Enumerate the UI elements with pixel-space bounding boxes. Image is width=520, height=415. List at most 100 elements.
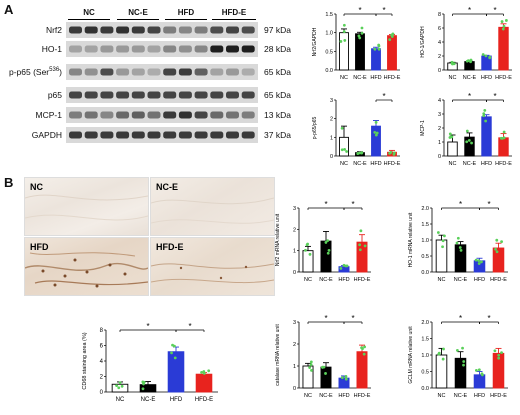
data-point [340, 126, 344, 130]
blot-band [226, 68, 239, 76]
y-tick-label: 1.5 [325, 12, 333, 18]
blot-band [69, 111, 82, 119]
blot-band [69, 45, 82, 53]
blot-band [226, 91, 239, 99]
x-tick-label: NC-E [454, 393, 468, 399]
significance-star: * [468, 92, 471, 101]
x-tick-label: NC [340, 75, 348, 81]
data-point [437, 351, 441, 355]
y-tick-label: 1 [330, 135, 333, 141]
blot-band [241, 26, 255, 34]
blot-band [147, 131, 161, 139]
blot-band [131, 45, 145, 53]
data-point [455, 241, 459, 245]
y-axis-label: CD68 staining area (%) [82, 332, 88, 389]
blot-band [194, 131, 208, 139]
micrograph-hfd: HFD [24, 237, 149, 296]
data-point [470, 141, 473, 145]
blot-strip-background [66, 107, 258, 123]
data-point [309, 360, 313, 364]
bar [435, 354, 448, 389]
data-point [388, 38, 392, 42]
blot-band [226, 26, 239, 34]
data-point [306, 242, 310, 246]
blot-band [131, 26, 145, 34]
y-tick-label: 0.5 [325, 49, 333, 55]
data-point [345, 150, 349, 153]
data-point [480, 260, 483, 264]
y-tick-label: 0.5 [421, 370, 429, 376]
significance-star: * [382, 6, 385, 15]
significance-star: * [468, 6, 471, 15]
blot-band [147, 91, 161, 99]
bar [464, 61, 475, 71]
y-tick-label: 1.0 [421, 238, 429, 244]
blot-band [178, 68, 192, 76]
x-tick-label: HFD-E [354, 277, 371, 283]
data-point [482, 112, 486, 116]
x-tick-label: HFD [481, 161, 492, 167]
y-tick-label: 0 [293, 270, 296, 276]
x-tick-label: NC-E [141, 397, 156, 403]
chart-ho1-mrna: 0.0 0.5 1.0 1.5 2.0 HO-1 mRNA relative unit NC… [408, 200, 508, 283]
y-tick-label: 0 [438, 154, 441, 160]
data-point [359, 229, 363, 233]
blot-band [194, 45, 208, 53]
blot-band [116, 26, 130, 34]
data-point [465, 129, 469, 133]
x-tick-label: HFD [370, 161, 381, 167]
blot-band [131, 131, 145, 139]
y-tick-label: 1.0 [325, 31, 333, 37]
x-tick-label: NC [304, 393, 312, 399]
y-tick-label: 6 [438, 26, 441, 32]
blot-band [226, 111, 239, 119]
data-point [339, 40, 343, 43]
bar [492, 247, 505, 273]
blot-band [194, 68, 208, 76]
x-tick-label: NC [116, 397, 125, 403]
x-tick-label: NC-E [353, 161, 367, 167]
data-point [308, 366, 312, 369]
micrograph-label-nc: NC [30, 182, 43, 192]
data-point [363, 244, 367, 248]
blot-band [100, 91, 114, 99]
y-tick-label: 0 [438, 68, 441, 74]
data-point [477, 262, 481, 265]
data-point [170, 351, 173, 355]
chart-gclm-mrna: 0.0 0.5 1.0 1.5 2.0 GCLM mRNA relative unit NC… [408, 314, 508, 399]
x-tick-label: NC [438, 277, 446, 283]
data-point [465, 140, 469, 144]
data-point [340, 148, 344, 152]
data-point [389, 150, 393, 154]
blot-band [163, 68, 177, 76]
y-axis-label: HO-1 mRNA relative unit [408, 212, 414, 267]
panel-label-a: A [4, 2, 14, 17]
x-tick-label: NC-E [463, 161, 477, 167]
data-point [474, 368, 478, 372]
bar [481, 116, 492, 157]
blot-row-label-text: p-p65 (Ser [8, 67, 50, 77]
data-point [360, 26, 364, 30]
blot-band [69, 26, 82, 34]
blot-band [147, 26, 161, 34]
data-point [362, 352, 366, 356]
data-point [344, 375, 348, 378]
blot-band [84, 91, 98, 99]
blot-band [84, 26, 98, 34]
y-tick-label: 1 [293, 249, 296, 255]
bar [167, 351, 185, 393]
blot-band [84, 111, 98, 119]
significance-star: * [487, 200, 490, 209]
x-tick-label: HFD [170, 397, 183, 403]
blot-band [163, 111, 177, 119]
blot-band [147, 111, 161, 119]
data-point [358, 243, 362, 247]
y-tick-label: 4 [100, 359, 104, 365]
blot-band [84, 45, 98, 53]
chart-nrf2-gapdh: 0.0 0.5 1.0 1.5 Nrf2/GAPDH NC NC-E HFD HFD-E * * [312, 6, 401, 81]
bar [435, 239, 448, 273]
chart-ho1-gapdh: 0 2 4 6 8 HO-1/GAPDH NC NC-E HFD HFD-E * * [420, 6, 512, 81]
y-tick-label: 1.5 [421, 222, 429, 228]
lane-header-nc-e: NC-E [128, 8, 148, 17]
data-point [356, 152, 360, 155]
